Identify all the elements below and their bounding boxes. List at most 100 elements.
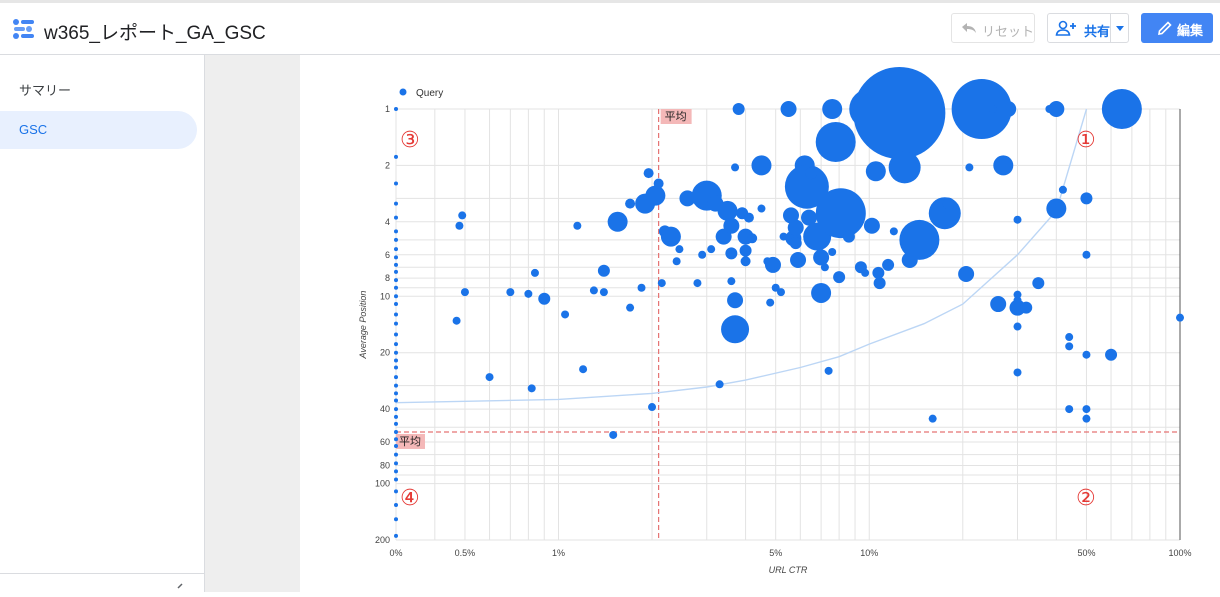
chart-grid [395,108,1181,541]
dashboard-logo-icon[interactable] [12,17,36,41]
data-point [698,250,707,259]
x-tick-label: 50% [1077,548,1095,558]
data-point [863,217,880,234]
data-point [394,332,398,337]
y-tick-label: 10 [380,291,390,301]
data-point [815,121,856,162]
share-button[interactable]: 共有 [1047,13,1129,43]
y-tick-label: 40 [380,404,390,414]
sidebar-item-summary[interactable]: サマリー [0,72,197,110]
data-point [1000,101,1017,117]
data-point [394,517,398,522]
data-point [813,249,830,266]
data-point [648,403,657,412]
reset-button[interactable]: リセット [951,13,1035,43]
data-point [1013,290,1022,299]
data-point [988,105,997,113]
data-point [747,233,758,244]
collapse-icon[interactable] [175,583,185,593]
share-divider [1110,14,1111,42]
x-tick-label: 10% [860,548,878,558]
data-point [693,279,702,288]
data-point [721,315,750,344]
y-tick-label: 4 [385,217,390,227]
sidebar-item-label: GSC [19,122,48,137]
report-title[interactable]: w365_レポート_GA_GSC [44,23,266,44]
data-point [782,207,799,224]
data-point [828,247,837,256]
data-point [928,414,937,423]
data-point [1101,89,1142,129]
trend-curve [395,108,1088,404]
canvas-gutter [205,55,300,592]
legend-label: Query [416,88,443,99]
data-points [394,66,1184,538]
data-point [394,452,398,457]
chevron-down-icon[interactable] [1116,26,1124,31]
edit-button[interactable]: 編集 [1141,13,1213,43]
data-point [787,219,804,236]
data-point [643,168,654,179]
data-point [751,155,772,176]
data-point [958,265,975,282]
data-point [805,167,818,180]
sidebar-item-gsc[interactable]: GSC [0,111,197,149]
data-point [458,211,467,220]
data-point [675,245,684,254]
data-point [1032,277,1045,290]
data-point [394,414,398,419]
quadrant-labels: ① ② ③ ④ [400,127,1096,510]
data-point [815,188,866,239]
data-point [1013,322,1022,331]
data-point [394,201,398,206]
data-point [1065,405,1074,414]
data-point [822,99,843,119]
quadrant-label: ① [1076,127,1096,152]
share-label: 共有 [1084,24,1111,39]
x-tick-label: 1% [552,548,565,558]
data-point [607,211,628,232]
data-point [731,163,740,172]
edit-label: 編集 [1177,23,1204,38]
data-point [394,407,398,412]
data-point [599,288,608,297]
data-point [993,155,1014,176]
data-point [776,288,785,297]
data-point [1065,342,1074,351]
data-point [801,209,818,226]
data-point [1058,185,1067,194]
app-header: w365_レポート_GA_GSC リセット 共有 編集 [0,3,1220,55]
data-point [573,221,582,230]
data-point [990,296,1007,313]
data-point [524,289,533,298]
data-point [597,264,610,277]
y-tick-label: 200 [375,535,390,545]
data-point [727,277,736,286]
data-point [538,292,551,305]
legend-marker [399,88,407,96]
data-point [723,217,740,234]
data-point [394,421,398,426]
data-point [1105,348,1118,361]
y-tick-label: 20 [380,348,390,358]
data-point [707,245,716,254]
average-label-bg-y [396,433,425,449]
top-border [0,0,1220,3]
data-point [1080,192,1093,205]
y-axis-title: Average Position [358,291,368,360]
data-point [506,288,515,297]
data-point [394,278,398,283]
data-point [951,79,1012,139]
data-point [842,230,855,243]
data-point [394,358,398,363]
pencil-icon [1158,21,1172,35]
data-point [757,204,766,213]
data-point [764,256,781,273]
data-point [732,103,745,115]
data-point [1176,313,1184,322]
y-tick-label: 6 [385,250,390,260]
data-point [394,294,398,299]
data-point [824,366,833,375]
